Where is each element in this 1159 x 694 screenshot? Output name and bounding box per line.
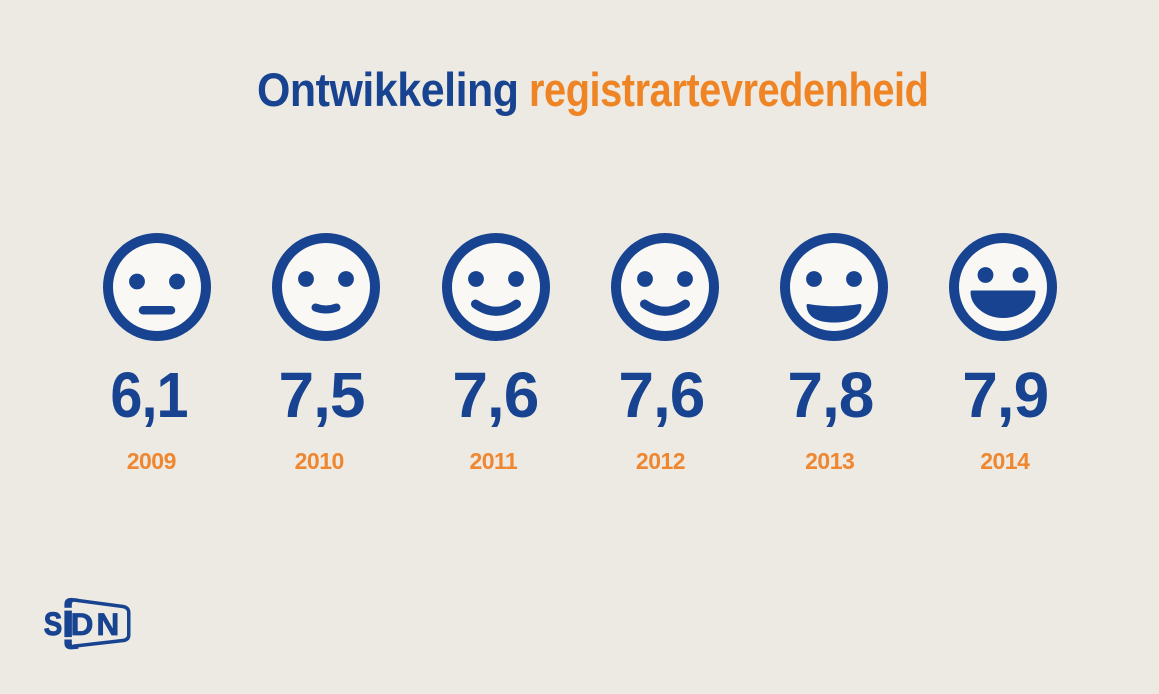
svg-text:DN: DN [71,606,123,642]
svg-text:S: S [44,607,62,642]
